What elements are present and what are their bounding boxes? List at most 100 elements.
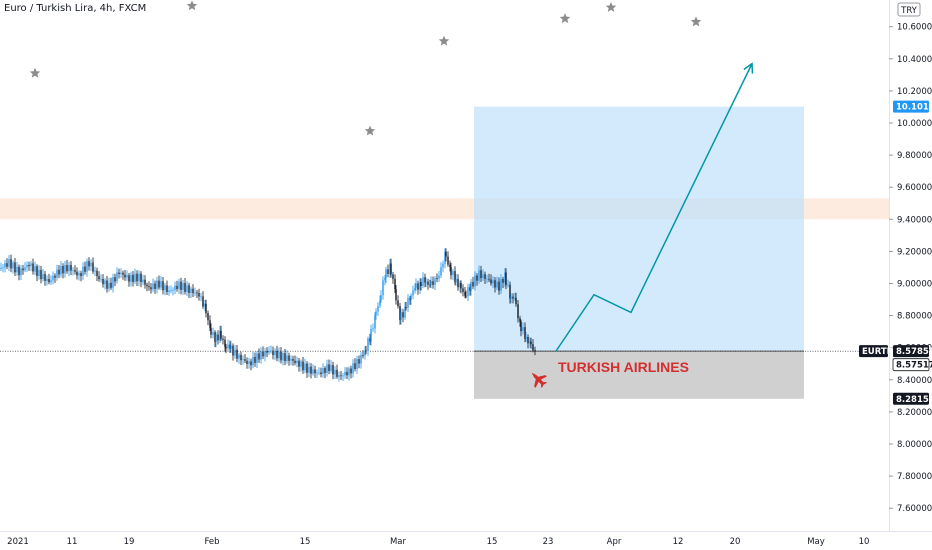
price-candle (90, 262, 92, 267)
price-tag[interactable]: 8.57517 (892, 358, 932, 372)
price-candle (296, 360, 298, 363)
price-candle (340, 375, 342, 377)
price-candle (402, 312, 404, 318)
price-candle (72, 270, 74, 271)
price-candle (320, 372, 322, 375)
price-candle (486, 278, 488, 280)
price-candle (272, 350, 274, 356)
price-candle (196, 292, 198, 294)
price-candle (496, 281, 498, 288)
price-candle (404, 307, 406, 318)
price-candle (390, 263, 392, 275)
chart-title: Euro / Turkish Lira, 4h, FXCM (4, 3, 147, 14)
price-candle (217, 334, 219, 341)
star-icon (690, 16, 702, 27)
price-candle (32, 263, 34, 272)
price-candle (48, 278, 50, 283)
price-candle (230, 345, 232, 349)
price-candle (178, 281, 180, 290)
price-candle (324, 368, 326, 373)
price-candle (36, 266, 38, 276)
price-candle (397, 300, 399, 307)
time-tick-label: 2021 (7, 537, 29, 547)
price-candle (392, 274, 394, 279)
price-candle (438, 275, 440, 279)
price-candle (110, 282, 112, 288)
price-candle (424, 277, 426, 283)
price-candle (14, 262, 16, 273)
price-candle (534, 350, 536, 352)
price-candle (112, 277, 114, 288)
price-candle (520, 321, 522, 332)
stop-zone[interactable] (474, 351, 804, 399)
price-candle (312, 369, 314, 374)
price-candle (232, 345, 234, 356)
price-candle (20, 268, 22, 276)
price-candle (276, 350, 278, 359)
projection-arrow[interactable] (555, 63, 753, 352)
star-icon (29, 67, 41, 78)
price-tick-label: 10.00000 (897, 119, 932, 129)
price-candle (42, 274, 44, 280)
price-candle (215, 334, 217, 343)
price-candle (358, 359, 360, 364)
price-candle (234, 349, 236, 356)
price-candle (286, 355, 288, 362)
price-candle (126, 275, 128, 278)
price-candle (130, 274, 132, 282)
price-candle (52, 275, 54, 281)
price-candle (308, 366, 310, 373)
price-candle (510, 296, 512, 299)
price-candle (389, 263, 391, 274)
price-candle (166, 285, 168, 292)
time-tick-label: May (807, 537, 825, 547)
currency-label: TRY (900, 6, 918, 16)
price-candle (160, 281, 162, 288)
price-candle (180, 281, 182, 290)
price-candle (190, 288, 192, 293)
price-candle (369, 338, 371, 342)
price-candle (292, 358, 294, 361)
price-candle (522, 327, 524, 332)
price-candle (374, 315, 376, 329)
price-candle (74, 270, 76, 272)
price-scale[interactable] (890, 0, 932, 550)
price-candle (478, 270, 480, 281)
price-tick-label: 9.60000 (897, 183, 932, 193)
price-candle (229, 344, 231, 349)
time-tick-label: 15 (300, 537, 311, 547)
price-candle (332, 364, 334, 375)
price-tag-bg (893, 100, 929, 113)
price-candle (248, 361, 250, 364)
price-candle (342, 375, 344, 377)
price-tag[interactable]: 8.28155 (893, 392, 932, 405)
price-candle (12, 262, 14, 269)
price-candle (505, 272, 507, 285)
star-icon (605, 1, 617, 12)
price-candle (457, 278, 459, 288)
price-candle (360, 355, 362, 364)
time-tick-label: Feb (204, 537, 219, 547)
price-candle (168, 290, 170, 292)
price-tag[interactable]: EURTRY (859, 345, 900, 358)
time-tick-label: 20 (730, 537, 741, 547)
currency-button[interactable]: TRY (897, 2, 921, 17)
price-tag-label: 10.10198 (896, 103, 932, 113)
price-tag[interactable]: 8.57855 (893, 345, 932, 358)
price-candle (515, 297, 517, 305)
price-tag[interactable]: 10.10198 (893, 100, 932, 113)
price-candle (202, 296, 204, 307)
annotation-label: TURKISH AIRLINES (558, 359, 689, 375)
time-tick-label: 15 (487, 537, 498, 547)
price-candle (34, 266, 36, 272)
price-candle (194, 292, 196, 294)
target-zone[interactable] (474, 106, 804, 352)
price-candle (382, 280, 384, 296)
arrow-head (743, 62, 754, 74)
price-candle (220, 330, 222, 339)
price-candle (429, 284, 431, 286)
price-candle (200, 296, 202, 298)
price-candle (98, 276, 100, 280)
price-candle (176, 285, 178, 290)
